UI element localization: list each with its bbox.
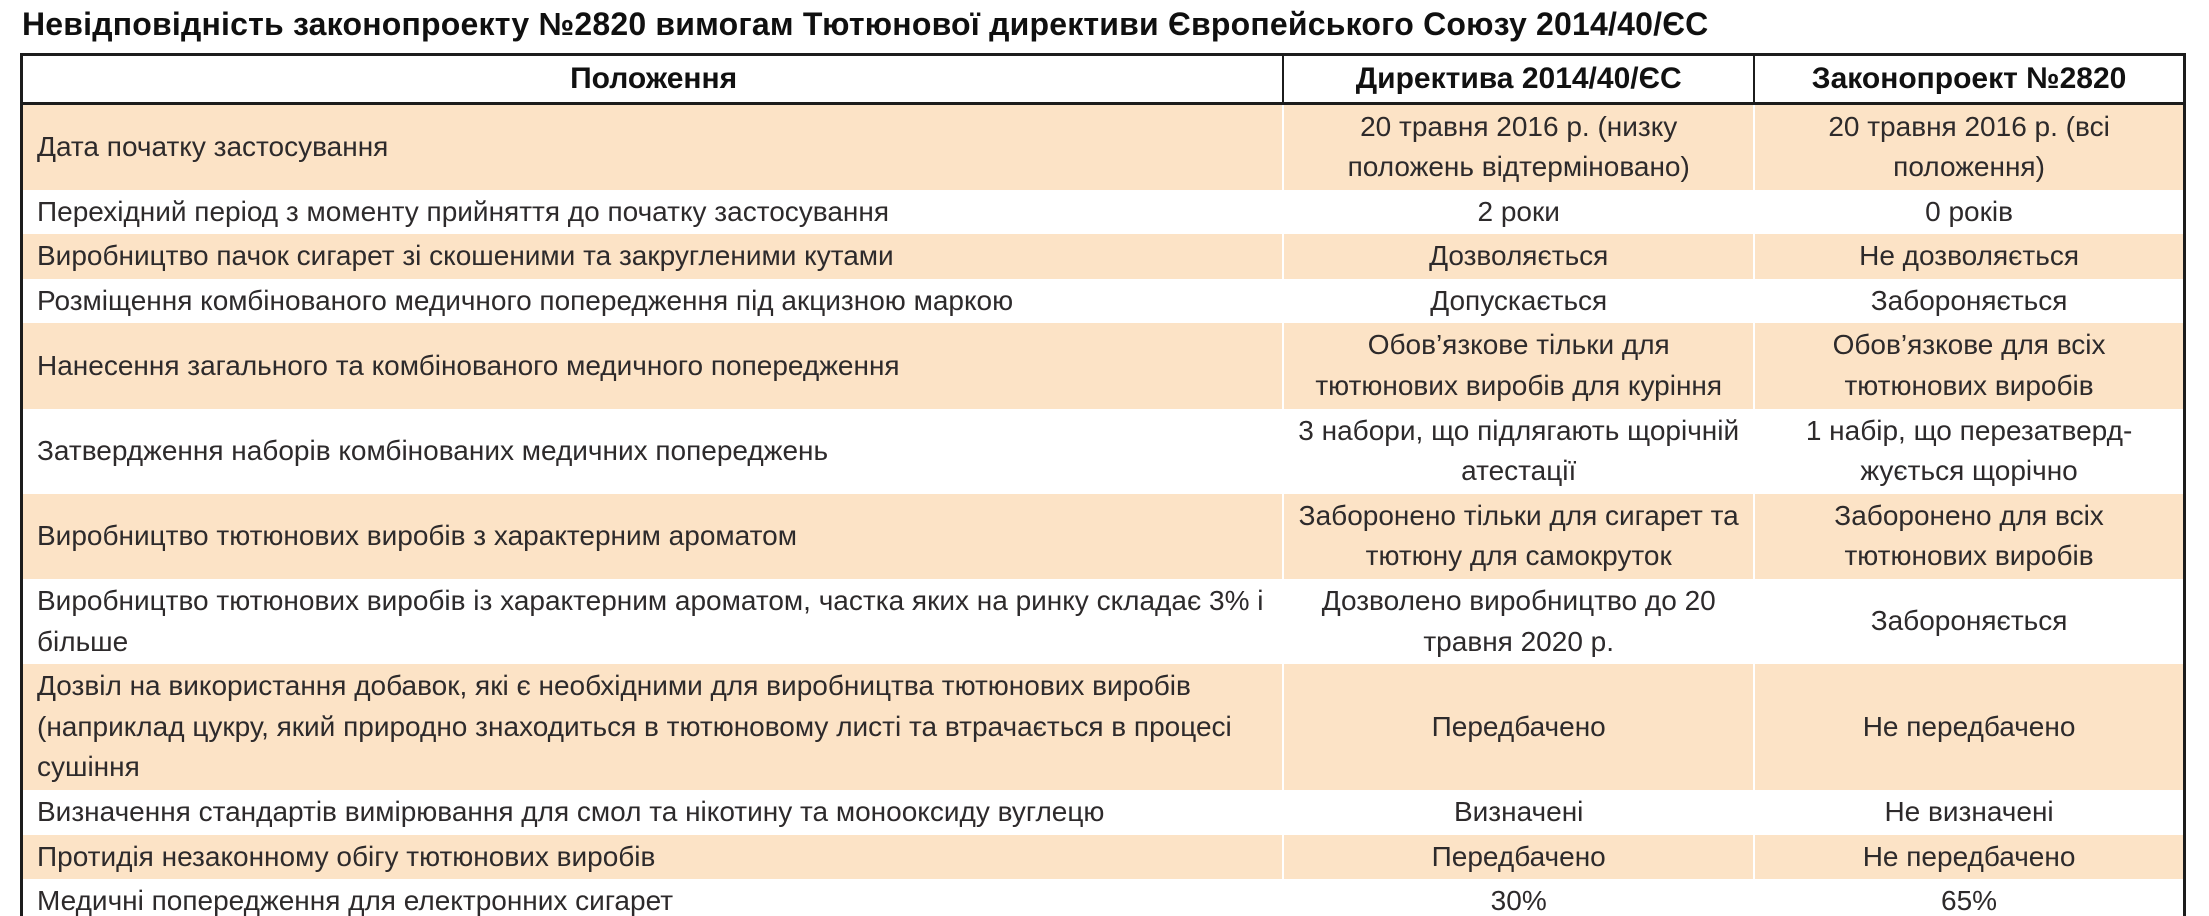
cell-provision: Виробництво тютюнових виробів із характе… xyxy=(37,585,1264,657)
table-row: Перехідний період з моменту прийняття до… xyxy=(23,189,2183,235)
page-title: Невідповідність законопроекту №2820 вимо… xyxy=(22,6,1709,42)
header-cell-directive: Директива 2014/40/ЄС xyxy=(1282,56,1753,102)
cell-provision: Затвердження наборів комбінованих медичн… xyxy=(37,434,829,466)
cell-provision: Дата початку застосування xyxy=(37,130,389,162)
cell-draft: 1 набір, що перезатверд-жується щорічно xyxy=(1753,408,2183,494)
cell-directive: Обов’язкове тільки для тютюнових виробів… xyxy=(1282,323,1753,409)
cell-directive: Передбачено xyxy=(1282,834,1753,880)
table-row: Визначення стандартів вимірювання для см… xyxy=(23,790,2183,835)
cell-directive: 20 травня 2016 р. (низку положень відтер… xyxy=(1282,104,1753,190)
table-row: Медичні попередження для електронних сиг… xyxy=(23,879,2183,916)
cell-draft: Забороняється xyxy=(1753,278,2183,324)
table-header-row: Положення Директива 2014/40/ЄС Законопро… xyxy=(23,56,2183,105)
table-row: Дозвіл на використання добавок, які є не… xyxy=(23,664,2183,790)
table-row: Протидія незаконному обігу тютюнових вир… xyxy=(23,834,2183,880)
cell-provision: Визначення стандартів вимірювання для см… xyxy=(37,796,1105,827)
cell-draft: 20 травня 2016 р. (всі положення) xyxy=(1753,104,2183,190)
cell-provision: Протидія незаконному обігу тютюнових вир… xyxy=(37,840,656,872)
cell-provision: Медичні попередження для електронних сиг… xyxy=(37,885,674,916)
header-cell-provision: Положення xyxy=(570,62,738,95)
cell-directive: 3 набори, що підлягають щорічній атестац… xyxy=(1282,408,1753,494)
cell-draft: 0 років xyxy=(1753,189,2183,235)
cell-directive: Передбачено xyxy=(1282,664,1753,790)
cell-draft: Обов’язкове для всіх тютюнових виробів xyxy=(1753,323,2183,409)
cell-draft: Забороняється xyxy=(1753,579,2183,665)
table-row: Дата початку застосування 20 травня 2016… xyxy=(23,104,2183,190)
cell-provision: Розміщення комбінованого медичного попер… xyxy=(37,284,1014,316)
cell-draft: 65% xyxy=(1753,879,2183,916)
cell-provision: Перехідний період з моменту прийняття до… xyxy=(37,195,890,227)
cell-draft: Не передбачено xyxy=(1753,664,2183,790)
cell-directive: Дозволено виробництво до 20 травня 2020 … xyxy=(1282,579,1753,665)
cell-draft: Не дозволяється xyxy=(1753,234,2183,279)
table-row: Затвердження наборів комбінованих медичн… xyxy=(23,408,2183,494)
cell-directive: 30% xyxy=(1282,879,1753,916)
cell-provision: Виробництво пачок сигарет зі скошеними т… xyxy=(37,240,894,272)
cell-provision: Дозвіл на використання добавок, які є не… xyxy=(37,670,1232,783)
table-body: Дата початку застосування 20 травня 2016… xyxy=(23,104,2183,916)
table-row: Виробництво тютюнових виробів з характер… xyxy=(23,493,2183,580)
table-row: Розміщення комбінованого медичного попер… xyxy=(23,278,2183,324)
cell-provision: Виробництво тютюнових виробів з характер… xyxy=(37,520,797,552)
cell-directive: Заборонено тільки для сигарет та тютюну … xyxy=(1282,493,1753,580)
cell-draft: Заборонено для всіх тютюнових виробів xyxy=(1753,493,2183,580)
cell-directive: Дозволяється xyxy=(1282,234,1753,279)
cell-draft: Не передбачено xyxy=(1753,834,2183,880)
cell-directive: 2 роки xyxy=(1282,189,1753,235)
cell-directive: Допускається xyxy=(1282,278,1753,324)
cell-draft: Не визначені xyxy=(1753,790,2183,835)
table-row: Виробництво тютюнових виробів із характе… xyxy=(23,579,2183,665)
table-row: Виробництво пачок сигарет зі скошеними т… xyxy=(23,234,2183,279)
table-row: Нанесення загального та комбінованого ме… xyxy=(23,323,2183,409)
cell-directive: Визначені xyxy=(1282,790,1753,835)
comparison-table: Положення Директива 2014/40/ЄС Законопро… xyxy=(20,53,2186,916)
cell-provision: Нанесення загального та комбінованого ме… xyxy=(37,349,900,381)
header-cell-draft-law: Законопроект №2820 xyxy=(1753,56,2183,102)
